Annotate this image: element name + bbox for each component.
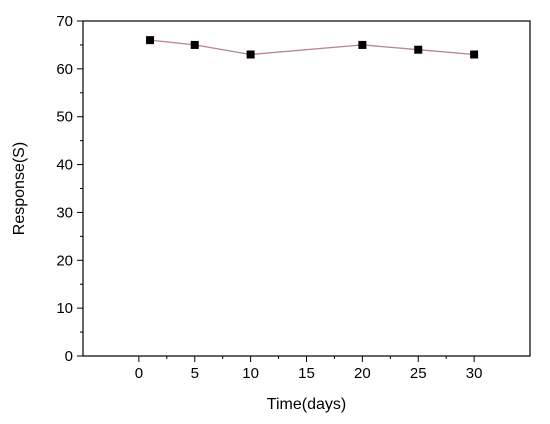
y-tick-label: 0 bbox=[65, 348, 73, 365]
x-tick-label: 15 bbox=[298, 365, 315, 382]
data-series bbox=[146, 36, 479, 59]
data-point-marker bbox=[146, 36, 155, 45]
y-tick-label: 70 bbox=[56, 13, 73, 30]
x-tick-label: 30 bbox=[466, 365, 483, 382]
y-axis: 0 10 20 30 40 50 60 70 bbox=[56, 13, 83, 365]
y-tick-label: 50 bbox=[56, 109, 73, 126]
x-tick-label: 0 bbox=[135, 365, 143, 382]
x-tick-label: 25 bbox=[410, 365, 427, 382]
data-point-marker bbox=[190, 40, 199, 49]
plot-area bbox=[82, 20, 531, 357]
y-tick-label: 60 bbox=[56, 61, 73, 78]
y-axis-title: Response(S) bbox=[11, 142, 28, 235]
x-tick-label: 20 bbox=[354, 365, 371, 382]
x-tick-label: 5 bbox=[191, 365, 199, 382]
data-point-marker bbox=[414, 45, 423, 54]
data-point-marker bbox=[246, 50, 255, 59]
y-tick-label: 30 bbox=[56, 204, 73, 221]
y-tick-label: 20 bbox=[56, 252, 73, 269]
y-tick-label: 40 bbox=[56, 157, 73, 174]
data-point-marker bbox=[470, 50, 479, 59]
data-point-marker bbox=[358, 40, 367, 49]
y-tick-label: 10 bbox=[56, 300, 73, 317]
x-axis: 0 5 10 15 20 25 30 bbox=[135, 356, 483, 382]
plot-frame bbox=[82, 20, 531, 357]
x-tick-label: 10 bbox=[242, 365, 259, 382]
series-line bbox=[150, 39, 475, 56]
x-axis-title: Time(days) bbox=[267, 396, 346, 413]
